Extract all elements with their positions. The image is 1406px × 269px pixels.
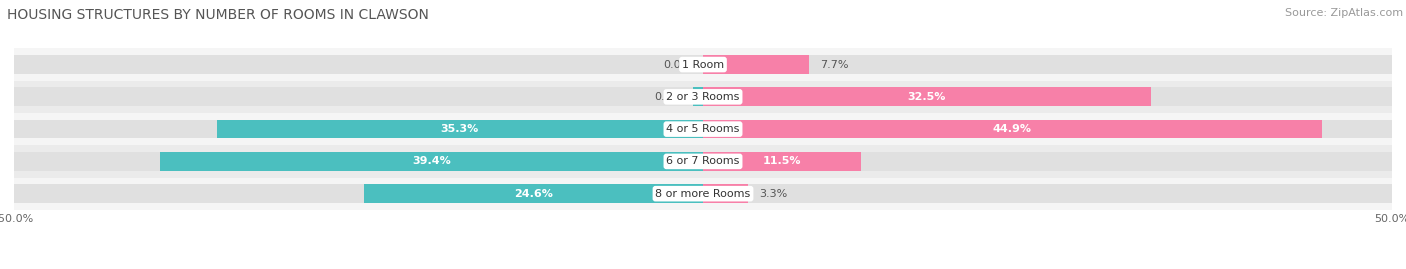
Bar <box>703 152 862 171</box>
Bar <box>693 87 703 106</box>
Bar <box>703 55 808 74</box>
Bar <box>217 120 703 139</box>
Bar <box>364 184 703 203</box>
Bar <box>14 55 1392 74</box>
Text: 4 or 5 Rooms: 4 or 5 Rooms <box>666 124 740 134</box>
Bar <box>703 120 1322 139</box>
Text: 35.3%: 35.3% <box>440 124 479 134</box>
Bar <box>703 87 1152 106</box>
Text: 0.0%: 0.0% <box>664 59 692 70</box>
Bar <box>160 152 703 171</box>
Bar <box>14 152 1392 171</box>
Text: 11.5%: 11.5% <box>763 156 801 167</box>
Text: 1 Room: 1 Room <box>682 59 724 70</box>
Bar <box>14 113 1392 145</box>
Text: 8 or more Rooms: 8 or more Rooms <box>655 189 751 199</box>
Bar <box>14 87 1392 106</box>
Text: 32.5%: 32.5% <box>908 92 946 102</box>
Bar <box>14 120 1392 139</box>
Text: Source: ZipAtlas.com: Source: ZipAtlas.com <box>1285 8 1403 18</box>
Bar <box>14 145 1392 178</box>
Text: 7.7%: 7.7% <box>820 59 849 70</box>
Text: 39.4%: 39.4% <box>412 156 451 167</box>
Bar <box>14 81 1392 113</box>
Bar <box>14 178 1392 210</box>
Text: 0.7%: 0.7% <box>654 92 682 102</box>
Bar <box>14 48 1392 81</box>
Text: 2 or 3 Rooms: 2 or 3 Rooms <box>666 92 740 102</box>
Bar <box>14 184 1392 203</box>
Bar <box>703 184 748 203</box>
Text: 44.9%: 44.9% <box>993 124 1032 134</box>
Text: HOUSING STRUCTURES BY NUMBER OF ROOMS IN CLAWSON: HOUSING STRUCTURES BY NUMBER OF ROOMS IN… <box>7 8 429 22</box>
Text: 6 or 7 Rooms: 6 or 7 Rooms <box>666 156 740 167</box>
Text: 3.3%: 3.3% <box>759 189 787 199</box>
Text: 24.6%: 24.6% <box>515 189 553 199</box>
